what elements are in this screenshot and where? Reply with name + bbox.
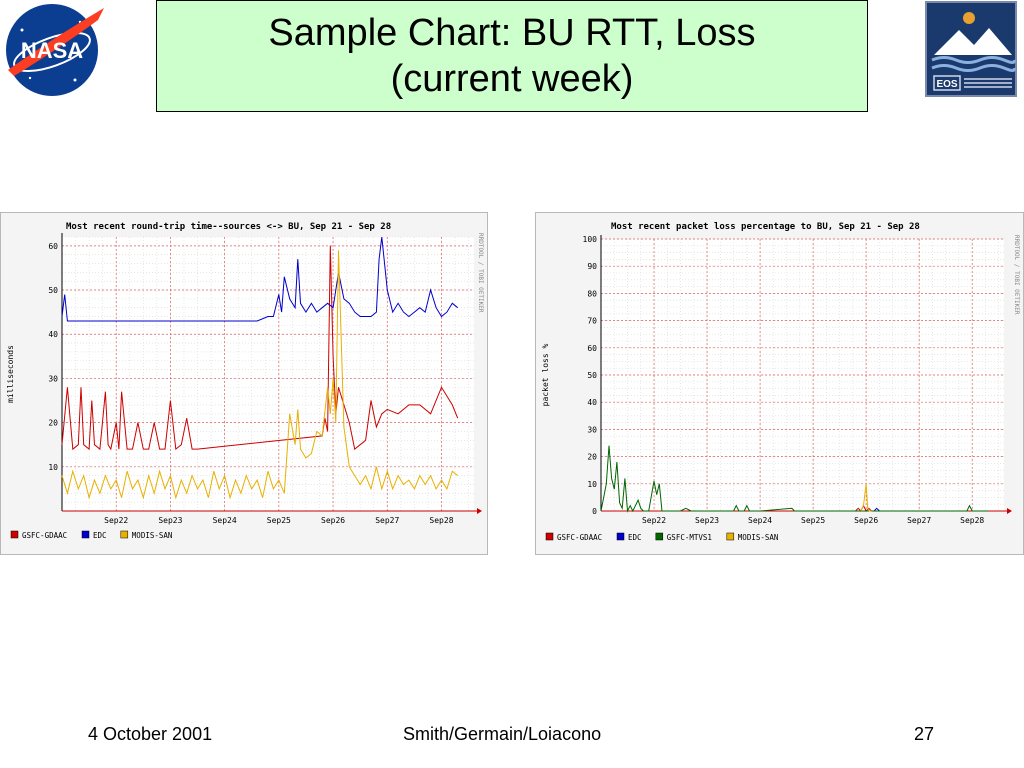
series-line	[873, 507, 880, 512]
y-tick-label: 50	[587, 371, 597, 380]
svg-text:NASA: NASA	[21, 38, 83, 63]
loss-chart: Most recent packet loss percentage to BU…	[541, 222, 1020, 542]
legend-label: GSFC-MTVS1	[667, 533, 712, 542]
y-tick-label: 30	[48, 374, 58, 383]
rtt-chart-panel: Most recent round-trip time--sources <->…	[0, 212, 488, 555]
y-tick-label: 60	[48, 242, 58, 251]
slide-title-line-2: (current week)	[390, 58, 634, 100]
footer-page-number: 27	[914, 724, 935, 744]
x-tick-label: Sep28	[960, 516, 984, 525]
y-axis-label: milliseconds	[6, 345, 15, 403]
y-tick-label: 40	[587, 398, 597, 407]
y-tick-label: 100	[583, 235, 598, 244]
rtt-chart: Most recent round-trip time--sources <->…	[6, 221, 484, 540]
x-axis-arrow	[477, 508, 482, 514]
y-tick-label: 20	[48, 419, 58, 428]
chart-title: Most recent round-trip time--sources <->…	[66, 221, 391, 232]
watermark: RRDTOOL / TOBI OETIKER	[477, 233, 484, 313]
legend-swatch	[120, 530, 129, 539]
x-tick-label: Sep28	[429, 516, 453, 525]
series-line	[61, 236, 459, 322]
slide-title-line-1: Sample Chart: BU RTT, Loss	[268, 12, 756, 54]
y-tick-label: 80	[587, 289, 597, 298]
chart-title: Most recent packet loss percentage to BU…	[611, 222, 920, 232]
legend-label: GSFC-GDAAC	[22, 531, 67, 540]
legend-label: MODIS-SAN	[132, 531, 173, 540]
y-tick-label: 60	[587, 344, 597, 353]
legend-swatch	[655, 532, 664, 541]
series-line	[61, 245, 459, 451]
legend-label: MODIS-SAN	[738, 533, 779, 542]
x-axis-arrow	[1007, 508, 1012, 514]
legend-swatch	[726, 532, 735, 541]
nasa-logo: NASA	[6, 4, 104, 96]
x-tick-label: Sep24	[748, 516, 772, 525]
y-tick-label: 40	[48, 330, 58, 339]
y-tick-label: 90	[587, 262, 597, 271]
x-tick-label: Sep26	[321, 516, 345, 525]
y-tick-label: 30	[587, 425, 597, 434]
x-tick-label: Sep25	[801, 516, 825, 525]
x-tick-label: Sep22	[104, 516, 128, 525]
series-line	[600, 445, 989, 513]
eos-logo: EOS	[925, 1, 1017, 97]
x-tick-label: Sep22	[642, 516, 666, 525]
x-tick-label: Sep24	[213, 516, 237, 525]
loss-chart-panel: Most recent packet loss percentage to BU…	[535, 212, 1024, 555]
watermark: RRDTOOL / TOBI OETIKER	[1013, 235, 1020, 315]
y-tick-label: 0	[592, 507, 597, 516]
x-tick-label: Sep27	[907, 516, 931, 525]
y-tick-label: 50	[48, 286, 58, 295]
series-line	[860, 483, 872, 512]
plot-area	[62, 237, 474, 511]
x-tick-label: Sep23	[158, 516, 182, 525]
y-tick-label: 10	[587, 480, 597, 489]
legend-label: GSFC-GDAAC	[557, 533, 602, 542]
footer-date: 4 October 2001	[88, 724, 213, 744]
eos-logo-text: EOS	[936, 79, 957, 90]
x-tick-label: Sep26	[854, 516, 878, 525]
y-tick-label: 70	[587, 317, 597, 326]
legend-swatch	[616, 532, 625, 541]
y-tick-label: 20	[587, 453, 597, 462]
legend-swatch	[545, 532, 554, 541]
footer-authors: Smith/Germain/Loiacono	[403, 724, 602, 744]
legend-label: EDC	[628, 533, 642, 542]
y-axis-label: packet loss %	[541, 344, 550, 407]
series-line	[61, 250, 459, 500]
legend-swatch	[10, 530, 19, 539]
x-tick-label: Sep27	[375, 516, 399, 525]
x-tick-label: Sep23	[695, 516, 719, 525]
y-tick-label: 10	[48, 463, 58, 472]
legend-label: EDC	[93, 531, 107, 540]
legend-swatch	[81, 530, 90, 539]
slide-title-box: Sample Chart: BU RTT, Loss (current week…	[156, 0, 868, 112]
x-tick-label: Sep25	[267, 516, 291, 525]
